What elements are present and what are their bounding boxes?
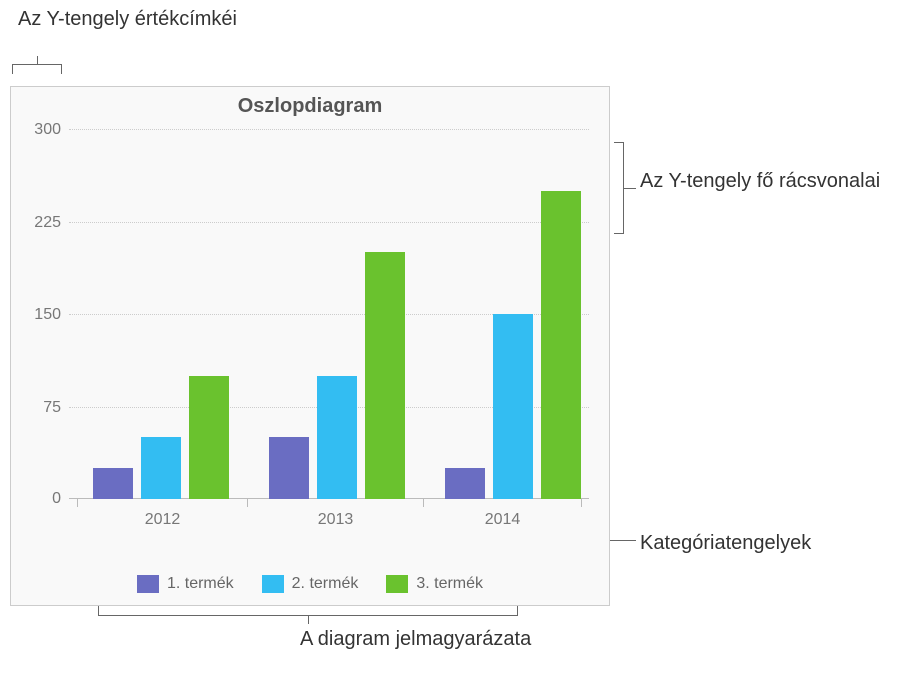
annotation-category-axes: Kategóriatengelyek: [640, 530, 811, 556]
gridline: 300: [69, 129, 589, 130]
y-tick-label: 150: [21, 306, 61, 324]
bar-series-2: [493, 314, 533, 499]
legend-label: 1. termék: [167, 575, 234, 593]
annotation-y-gridlines: Az Y-tengely fő rácsvonalai: [640, 168, 880, 194]
y-tick-label: 0: [21, 490, 61, 508]
bar-group: [445, 191, 581, 499]
legend-label: 2. termék: [292, 575, 359, 593]
bar-series-3: [365, 252, 405, 499]
legend-swatch: [262, 575, 284, 593]
chart-title: Oszlopdiagram: [11, 87, 609, 122]
annotation-legend: A diagram jelmagyarázata: [300, 626, 531, 652]
legend-swatch: [386, 575, 408, 593]
bar-series-3: [189, 376, 229, 499]
legend-swatch: [137, 575, 159, 593]
category-tick: 2012: [77, 499, 247, 507]
bracket-legend: [98, 606, 518, 616]
legend-label: 3. termék: [416, 575, 483, 593]
bar-series-1: [269, 437, 309, 499]
bracket-y-labels: [12, 64, 62, 74]
bar-group: [269, 252, 405, 499]
bar-series-3: [541, 191, 581, 499]
legend-item: 1. termék: [137, 575, 234, 593]
bar-series-2: [141, 437, 181, 499]
bar-series-1: [93, 468, 133, 499]
y-tick-label: 75: [21, 399, 61, 417]
chart-container: Oszlopdiagram 300 225 150 75 0: [10, 86, 610, 606]
legend-item: 3. termék: [386, 575, 483, 593]
bracket-gridlines: [614, 142, 624, 234]
bar-series-2: [317, 376, 357, 499]
leader-y-labels: [37, 56, 38, 64]
category-tick: 2014: [423, 499, 581, 507]
bar-series-1: [445, 468, 485, 499]
leader-legend: [308, 616, 309, 624]
plot-area: 300 225 150 75 0: [69, 129, 589, 499]
category-label: 2014: [424, 511, 581, 529]
bar-group: [93, 376, 229, 499]
y-tick-label: 300: [21, 121, 61, 139]
category-label: 2012: [78, 511, 247, 529]
y-tick-label: 225: [21, 214, 61, 232]
annotation-y-value-labels: Az Y-tengely értékcímkéi: [18, 6, 237, 32]
category-tick: 2013: [247, 499, 423, 507]
leader-gridlines: [624, 188, 636, 189]
chart-legend: 1. termék 2. termék 3. termék: [11, 575, 609, 593]
category-label: 2013: [248, 511, 423, 529]
category-tick-end: [581, 499, 582, 507]
legend-item: 2. termék: [262, 575, 359, 593]
